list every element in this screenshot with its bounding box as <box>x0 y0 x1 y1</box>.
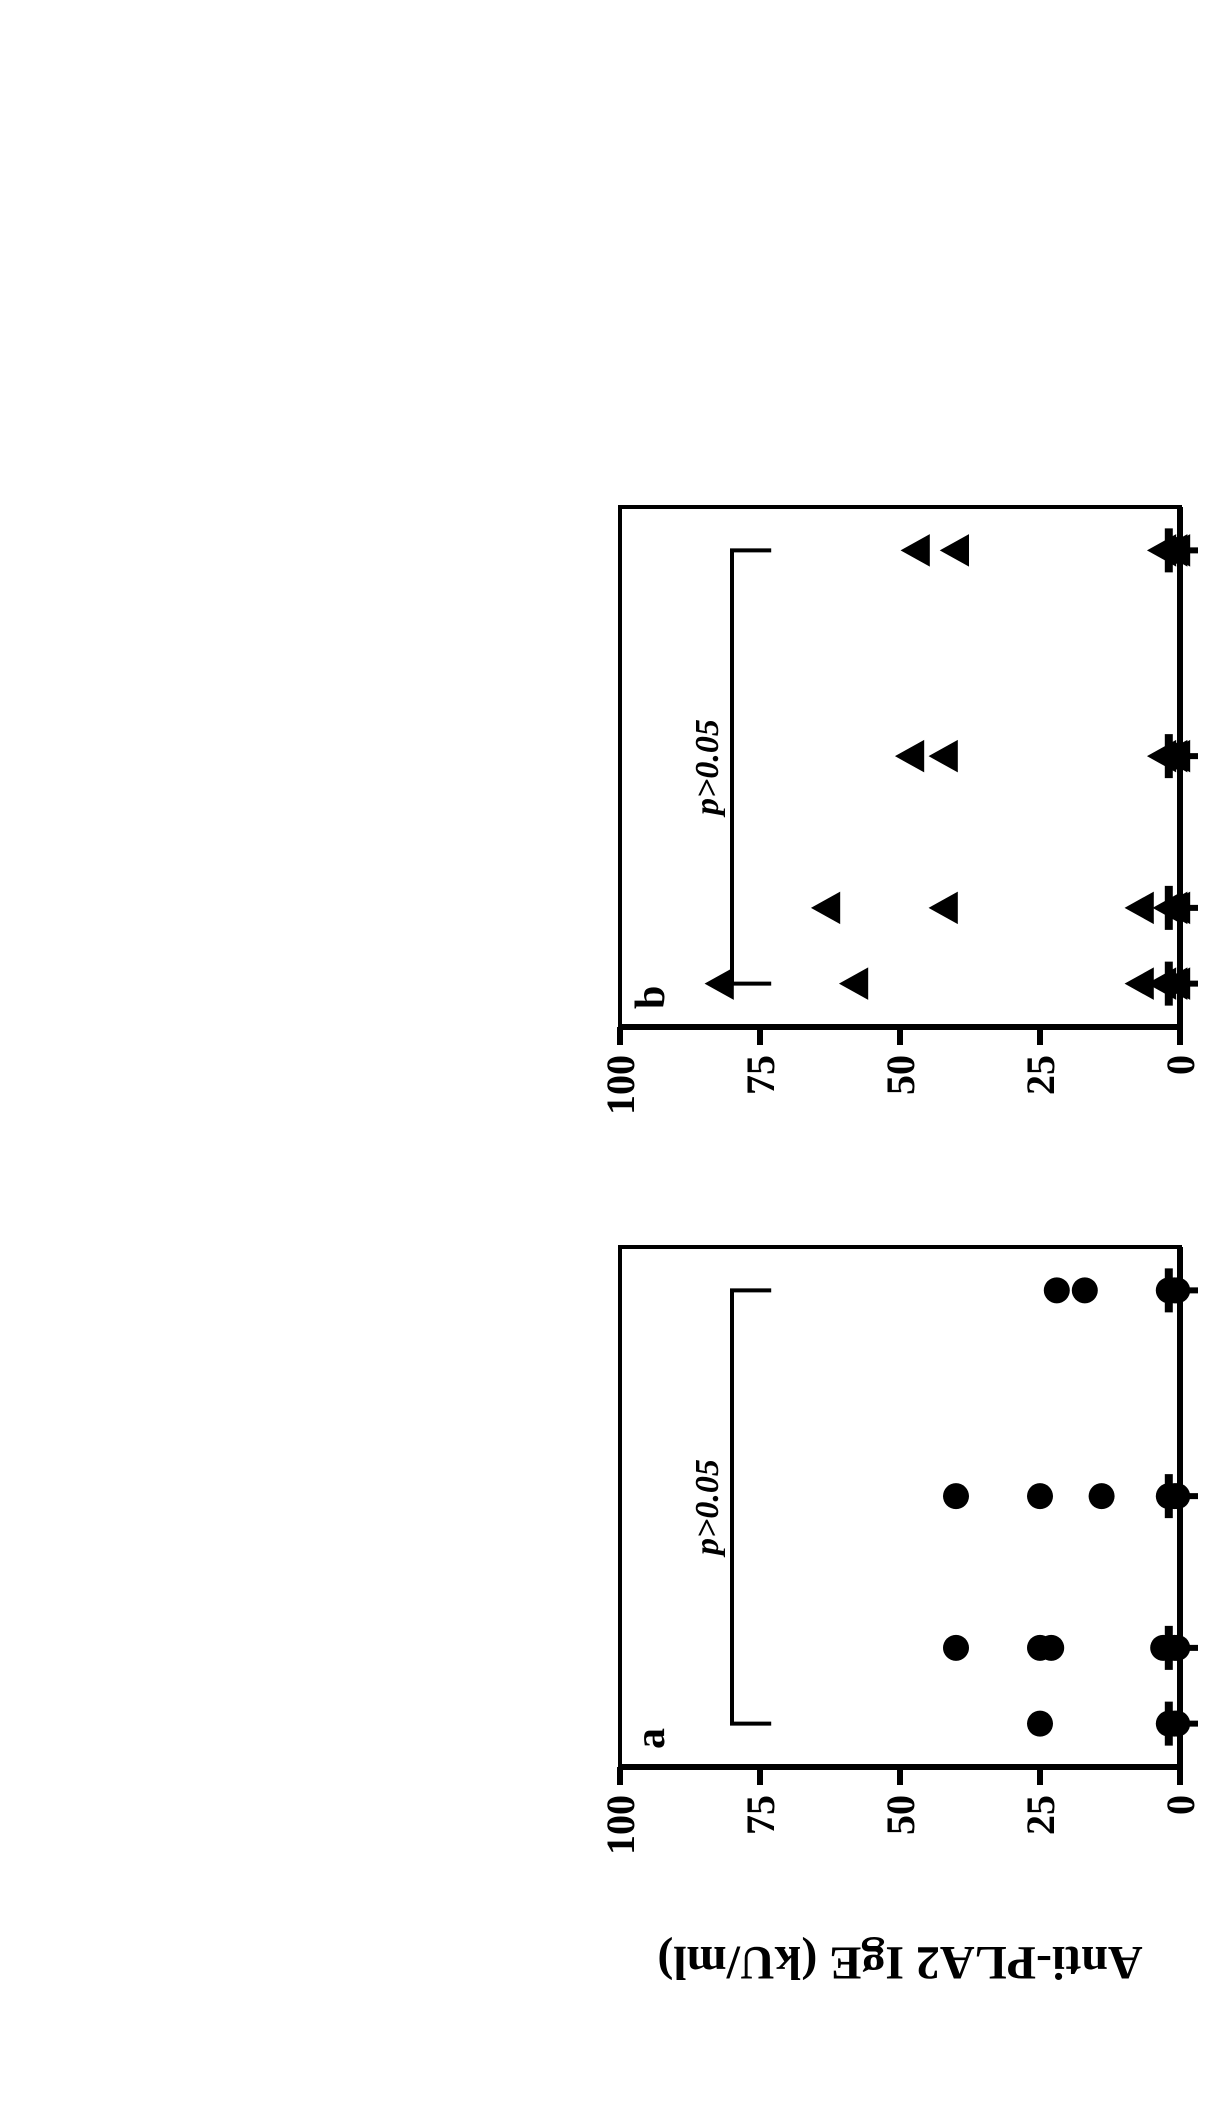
data-point <box>1072 1277 1098 1303</box>
y-tick-label: 0 <box>1158 1055 1203 1075</box>
y-tick-label: 0 <box>1158 1795 1203 1815</box>
x-tick-label: 0 <box>1200 974 1209 994</box>
data-point <box>839 967 868 1000</box>
data-point <box>1125 892 1154 925</box>
p-value-label: p>0.05 <box>689 1459 726 1558</box>
p-bracket <box>732 550 771 983</box>
data-point <box>1164 1711 1190 1737</box>
x-tick-label: 42 <box>1200 736 1209 776</box>
data-point <box>1027 1711 1053 1737</box>
data-point <box>943 1635 969 1661</box>
data-point <box>929 892 958 925</box>
x-tick-label: 80 <box>1200 530 1209 570</box>
panel-a: 0 25 50 75 100 0 14 42 80 a p>0.05 <box>598 1247 1209 1855</box>
data-point <box>940 534 969 567</box>
y-tick-label: 25 <box>1018 1055 1063 1095</box>
y-tick-label: 100 <box>598 1055 643 1115</box>
x-tick-label: 0 <box>1200 1714 1209 1734</box>
x-tick-label: 14 <box>1200 1628 1209 1668</box>
y-tick-label: 75 <box>738 1795 783 1835</box>
data-point <box>1027 1483 1053 1509</box>
data-point <box>929 740 958 773</box>
p-bracket <box>732 1290 771 1723</box>
y-axis-label: Anti-PLA2 IgE (kU/ml) <box>657 1936 1142 1989</box>
data-point <box>705 967 734 1000</box>
panel-label: a <box>628 1728 674 1749</box>
y-tick-label: 100 <box>598 1795 643 1855</box>
data-point <box>895 740 924 773</box>
data-point <box>1164 1277 1190 1303</box>
y-tick-label: 25 <box>1018 1795 1063 1835</box>
panel-label: b <box>628 986 674 1009</box>
x-tick-label: 42 <box>1200 1476 1209 1516</box>
data-point <box>901 534 930 567</box>
data-point <box>1089 1483 1115 1509</box>
y-tick-label: 50 <box>878 1055 923 1095</box>
y-tick-label: 50 <box>878 1795 923 1835</box>
figure-page: { "figure": { "caption": "Figure 3", "ba… <box>0 0 1209 2127</box>
data-point <box>943 1483 969 1509</box>
figure-svg: Anti-PLA2 IgE (kU/ml)Time (days)Figure 3… <box>0 0 1209 2127</box>
data-point <box>1164 1483 1190 1509</box>
x-tick-label: 14 <box>1200 888 1209 928</box>
data-point <box>1164 1635 1190 1661</box>
x-tick-label: 80 <box>1200 1270 1209 1310</box>
y-tick-label: 75 <box>738 1055 783 1095</box>
data-point <box>811 892 840 925</box>
data-point <box>1038 1635 1064 1661</box>
panel-b: 0 25 50 75 100 0 14 42 80 b p>0.05 <box>598 507 1209 1115</box>
rotated-figure: Anti-PLA2 IgE (kU/ml)Time (days)Figure 3… <box>598 507 1209 1989</box>
p-value-label: p>0.05 <box>689 719 726 818</box>
data-point <box>1044 1277 1070 1303</box>
